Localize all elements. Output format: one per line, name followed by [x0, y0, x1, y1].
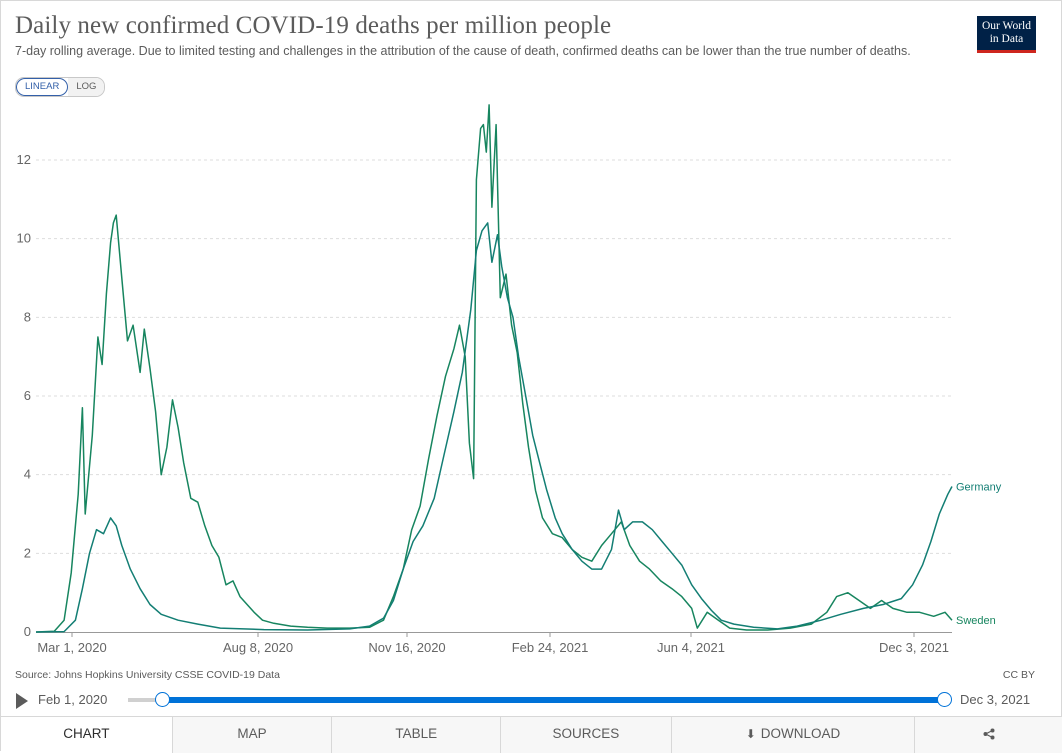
chart-title: Daily new confirmed COVID-19 deaths per …: [15, 12, 612, 39]
series-label-germany: Germany: [956, 481, 1002, 493]
line-chart: 0 2 4 6 8 10 12 Mar 1, 2020 Aug 8, 2020 Nov 16, 2…: [17, 104, 1002, 655]
tab-chart[interactable]: CHART: [1, 717, 173, 753]
y-tick-label: 8: [24, 309, 31, 324]
y-tick-label: 6: [24, 388, 31, 403]
tab-table[interactable]: TABLE: [332, 717, 502, 753]
license-note[interactable]: CC BY: [1002, 669, 1035, 681]
log-scale-button[interactable]: LOG: [68, 78, 105, 96]
play-icon[interactable]: [16, 693, 28, 709]
series-line-sweden: [35, 104, 953, 633]
logo-line2: in Data: [989, 32, 1024, 45]
timeline: Feb 1, 2020 Dec 3, 2021: [1, 689, 1062, 713]
x-tick-label: Dec 3, 2021: [879, 640, 949, 655]
timeline-track-unselected[interactable]: [128, 698, 162, 702]
timeline-start-label: Feb 1, 2020: [38, 692, 108, 707]
y-tick-label: 12: [17, 152, 31, 167]
download-icon: ⬇: [745, 727, 756, 741]
share-icon: [983, 728, 995, 740]
linear-scale-button[interactable]: LINEAR: [16, 78, 69, 96]
source-note[interactable]: Source: Johns Hopkins University CSSE CO…: [15, 669, 280, 681]
tab-bar: CHART MAP TABLE SOURCES ⬇ DOWNLOAD: [1, 716, 1062, 753]
y-tick-label: 0: [24, 624, 31, 639]
timeline-track-selected[interactable]: [162, 697, 944, 703]
x-tick-label: Jun 4, 2021: [657, 640, 725, 655]
tab-download-label: DOWNLOAD: [760, 726, 841, 741]
timeline-end-handle[interactable]: [937, 692, 952, 707]
y-tick-label: 2: [24, 545, 31, 560]
tab-map[interactable]: MAP: [173, 717, 333, 753]
tab-download[interactable]: ⬇ DOWNLOAD: [672, 717, 916, 753]
timeline-end-label: Dec 3, 2021: [960, 692, 1031, 707]
x-tick-label: Feb 24, 2021: [512, 640, 589, 655]
x-tick-label: Nov 16, 2020: [368, 640, 445, 655]
y-tick-label: 4: [24, 467, 31, 482]
owid-logo[interactable]: Our World in Data: [977, 16, 1036, 53]
y-tick-label: 10: [17, 231, 31, 246]
scale-toggle: LINEAR LOG: [15, 77, 106, 97]
timeline-start-handle[interactable]: [155, 692, 170, 707]
logo-line1: Our World: [981, 20, 1031, 32]
series-line-germany: [35, 222, 953, 633]
x-tick-label: Mar 1, 2020: [37, 640, 106, 655]
tab-share[interactable]: [915, 717, 1062, 753]
tab-sources[interactable]: SOURCES: [501, 717, 672, 753]
series-label-sweden: Sweden: [956, 615, 996, 627]
chart-subtitle: 7-day rolling average. Due to limited te…: [15, 44, 911, 58]
x-tick-label: Aug 8, 2020: [223, 640, 293, 655]
